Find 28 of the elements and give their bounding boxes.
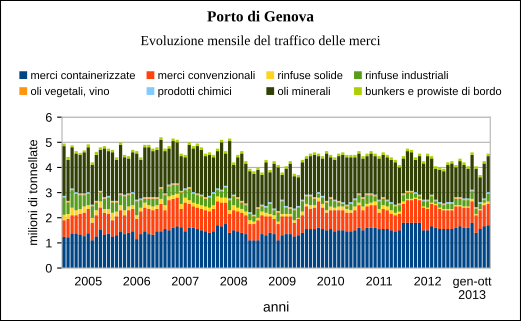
x-tick-label: 2007	[172, 276, 199, 286]
y-tick-label: 0	[46, 264, 52, 273]
x-tick-label: 2008	[220, 276, 248, 286]
x-tick-label: 2009	[268, 276, 296, 286]
legend-label: oli vegetali, vino	[30, 86, 110, 98]
y-axis-title: milioni di tonnellate	[28, 140, 38, 245]
legend-label: merci containerizzate	[31, 70, 135, 80]
legend-label: merci convenzionali	[158, 70, 254, 80]
x-axis-title: anni	[264, 301, 288, 312]
chart-subtitle: Evoluzione mensile del traffico delle merci	[140, 35, 380, 46]
y-tick-label: 1	[46, 238, 52, 248]
legend-label: bunkers e prowiste di bordo	[366, 86, 502, 98]
legend-label: prodotti chimici	[158, 86, 232, 98]
y-tick-label: 2	[46, 214, 52, 222]
x-tick-label: 2005	[74, 276, 102, 286]
chart-title: Porto di Genova	[207, 10, 314, 22]
y-tick-label: 5	[46, 138, 52, 147]
x-tick-label: gen-ott 2013	[453, 277, 492, 300]
x-tick-label: 2011	[366, 276, 392, 286]
legend-label: oli minerali	[278, 86, 330, 96]
y-tick-label: 4	[46, 163, 52, 172]
x-tick-label: 2010	[317, 276, 344, 286]
x-tick-label: 2006	[123, 276, 150, 286]
legend-label: rinfuse solide	[278, 70, 342, 80]
y-tick-label: 3	[46, 188, 52, 198]
y-tick-label: 6	[46, 112, 52, 122]
legend-label: rinfuse industriali	[366, 70, 448, 80]
x-tick-label: 2012	[414, 276, 441, 286]
